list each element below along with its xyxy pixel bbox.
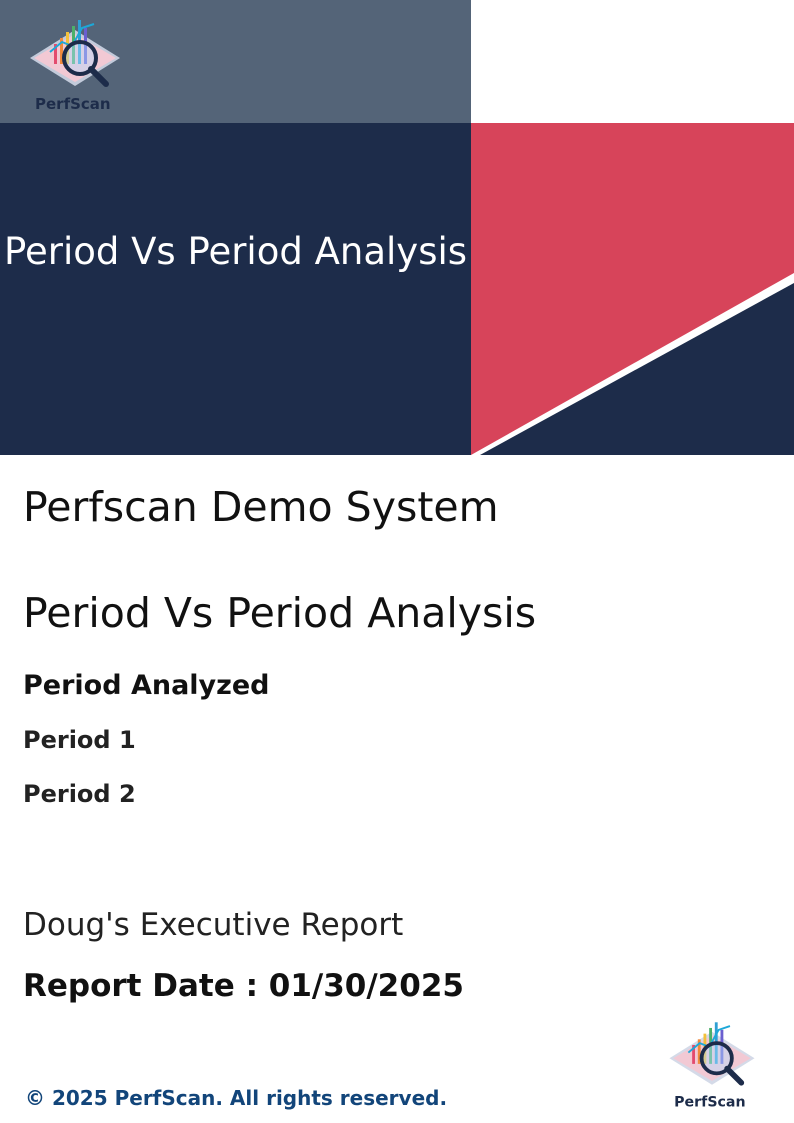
perfscan-footer-logo: PerfScan <box>669 1022 755 1110</box>
header-top-right-blank <box>471 0 794 123</box>
copyright-notice: © 2025 PerfScan. All rights reserved. <box>25 1086 448 1110</box>
period-2-label: Period 2 <box>23 780 136 808</box>
period-heading: Period Analyzed <box>23 670 270 701</box>
logo-text: PerfScan <box>35 95 111 113</box>
header-diagonal-graphic <box>471 123 794 455</box>
period-1-label: Period 1 <box>23 726 136 754</box>
header-banner <box>0 123 471 455</box>
banner-title: Period Vs Period Analysis <box>3 230 468 273</box>
report-name: Doug's Executive Report <box>23 907 404 943</box>
footer-logo-text: PerfScan <box>674 1094 745 1110</box>
system-name: Perfscan Demo System <box>23 483 499 531</box>
analysis-title: Period Vs Period Analysis <box>23 589 537 637</box>
perfscan-logo: PerfScan <box>30 20 120 113</box>
report-date: Report Date : 01/30/2025 <box>23 968 464 1004</box>
